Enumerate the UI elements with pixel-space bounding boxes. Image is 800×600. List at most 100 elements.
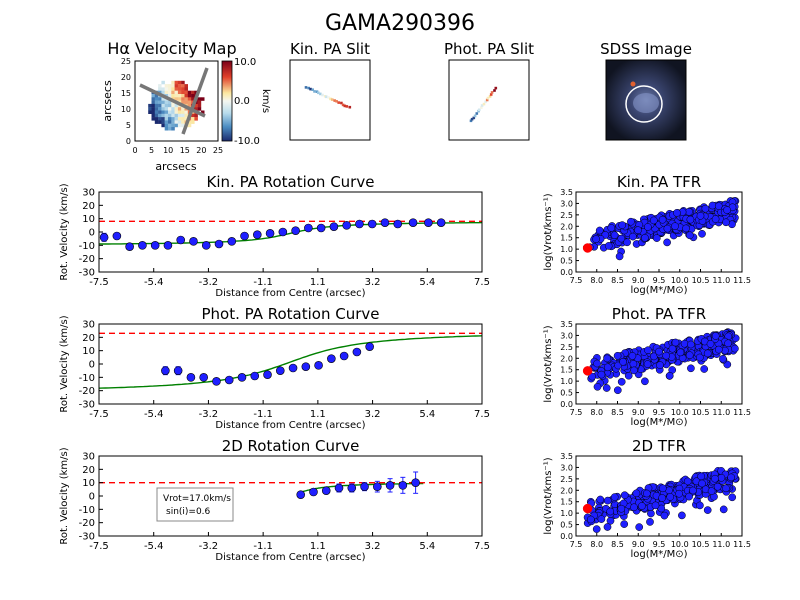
velocity-pixel: [158, 110, 162, 114]
phot-pa-slit-panel: Phot. PA Slit: [444, 40, 534, 141]
velocity-pixel: [161, 107, 165, 111]
tfr-point: [671, 338, 680, 347]
velocity-pixel: [184, 100, 188, 105]
x-tick-label: 1.1: [310, 409, 326, 420]
tfr-point: [700, 365, 709, 373]
tfr-point: [695, 353, 704, 362]
slit-pixel: [480, 106, 483, 109]
x-tick-label: 8.5: [611, 540, 624, 549]
tfr-point: [685, 351, 694, 360]
velocity-pixel: [151, 100, 155, 105]
velocity-pixel: [174, 80, 179, 85]
x-tick-label: 7.5: [474, 541, 490, 552]
tfr-point: [620, 491, 629, 500]
x-tick-label: -3.2: [199, 277, 219, 288]
velocity-pixel: [181, 100, 185, 105]
data-point: [240, 231, 249, 241]
velocity-pixel: [177, 84, 182, 88]
velocity-pixel: [177, 90, 182, 95]
velocity-pixel: [191, 110, 195, 114]
velocity-pixel: [148, 103, 152, 108]
tfr-point: [606, 507, 615, 516]
data-point: [329, 222, 339, 231]
tfr-point: [628, 352, 637, 360]
velocity-pixel: [161, 87, 165, 91]
velocity-pixel: [151, 113, 155, 118]
data-point: [411, 478, 420, 487]
y-tick-label: -20: [79, 518, 95, 529]
y-tick-label: 1.5: [560, 366, 573, 375]
tfr-point: [673, 209, 681, 217]
velocity-pixel: [177, 80, 182, 85]
velocity-pixel: [148, 107, 152, 111]
data-point: [278, 227, 288, 237]
x-tick-label: 7.5: [570, 276, 583, 285]
tfr-point: [592, 525, 601, 533]
x-tick-label: 1.1: [310, 541, 326, 552]
velocity-pixel: [174, 103, 179, 108]
tfr-point: [630, 366, 638, 375]
velocity-map-ytick-label: 20: [121, 73, 131, 82]
data-point: [112, 231, 122, 241]
data-point: [309, 487, 318, 497]
tfr-point: [711, 215, 720, 223]
y-tick-label: 30: [82, 320, 95, 331]
sdss-companion: [630, 81, 636, 87]
y-tick-label: 10: [82, 346, 95, 357]
data-point: [296, 490, 306, 499]
x-axis-label: Distance from Centre (arcsec): [215, 552, 365, 563]
y-tick-label: 10: [82, 478, 95, 489]
x-tick-label: 5.4: [419, 541, 435, 552]
velocity-pixel: [171, 94, 175, 98]
data-point: [265, 229, 275, 238]
velocity-pixel: [184, 110, 188, 114]
x-tick-label: 10.5: [692, 276, 710, 285]
y-tick-label: -10: [79, 505, 95, 516]
velocity-map-ytick-label: 10: [121, 105, 131, 114]
velocity-pixel: [171, 123, 175, 128]
velocity-pixel: [197, 97, 202, 101]
2d-rotation-curve: 2D Rotation Curve -7.5 -5.4 -3.2 -1.1 1.1 3.2 5…: [59, 437, 490, 563]
data-point: [347, 483, 357, 493]
velocity-pixel: [164, 127, 169, 131]
y-tick-label: -30: [79, 400, 95, 411]
tfr-point: [618, 221, 627, 229]
velocity-pixel: [161, 117, 165, 121]
slit-pixel: [325, 95, 328, 99]
x-tick-label: 11.0: [712, 540, 730, 549]
x-axis-label: Distance from Centre (arcsec): [215, 288, 365, 299]
velocity-map-ytick-label: 0: [126, 137, 131, 146]
x-tick-label: 9.5: [653, 408, 666, 417]
data-point: [355, 219, 364, 229]
phot-pa-rotation-curve: Phot. PA Rotation Curve -7.5 -5.4 -3.2 -1.1 1…: [59, 305, 490, 431]
tfr-point: [665, 371, 674, 380]
velocity-pixel: [158, 113, 162, 118]
tfr-point: [723, 206, 731, 214]
velocity-pixel: [177, 87, 182, 91]
x-axis-label: log(M*/M⊙): [630, 549, 687, 560]
y-tick-label: 3.0: [560, 331, 573, 340]
tfr-point: [686, 215, 695, 224]
tfr-point: [706, 340, 715, 348]
tfr-point: [617, 234, 626, 243]
velocity-pixel: [184, 87, 188, 91]
tfr-point: [643, 223, 652, 231]
y-tick-label: 0.0: [560, 268, 573, 277]
slit-pixel: [331, 98, 334, 101]
velocity-pixel: [171, 84, 175, 88]
y-tick-label: 3.0: [560, 199, 573, 208]
colorbar-label: km/s: [260, 89, 271, 113]
y-tick-label: 3.5: [560, 452, 573, 461]
velocity-pixel: [164, 84, 169, 88]
y-tick-label: 0.5: [560, 389, 573, 398]
tfr-point: [713, 482, 722, 491]
tfr-point: [676, 348, 685, 357]
model-curve: [98, 335, 483, 389]
slit-pixel: [319, 92, 322, 96]
tfr-point: [711, 332, 720, 340]
tfr-point: [603, 496, 612, 505]
tfr-point: [656, 361, 664, 369]
2d-tfr: 2D TFR 7.5 8.0 8.5 9.0 9.5 10.0 10.5 11.0 11.5 0.0…: [543, 437, 751, 560]
slit-pixel: [345, 105, 349, 108]
velocity-pixel: [194, 113, 198, 118]
